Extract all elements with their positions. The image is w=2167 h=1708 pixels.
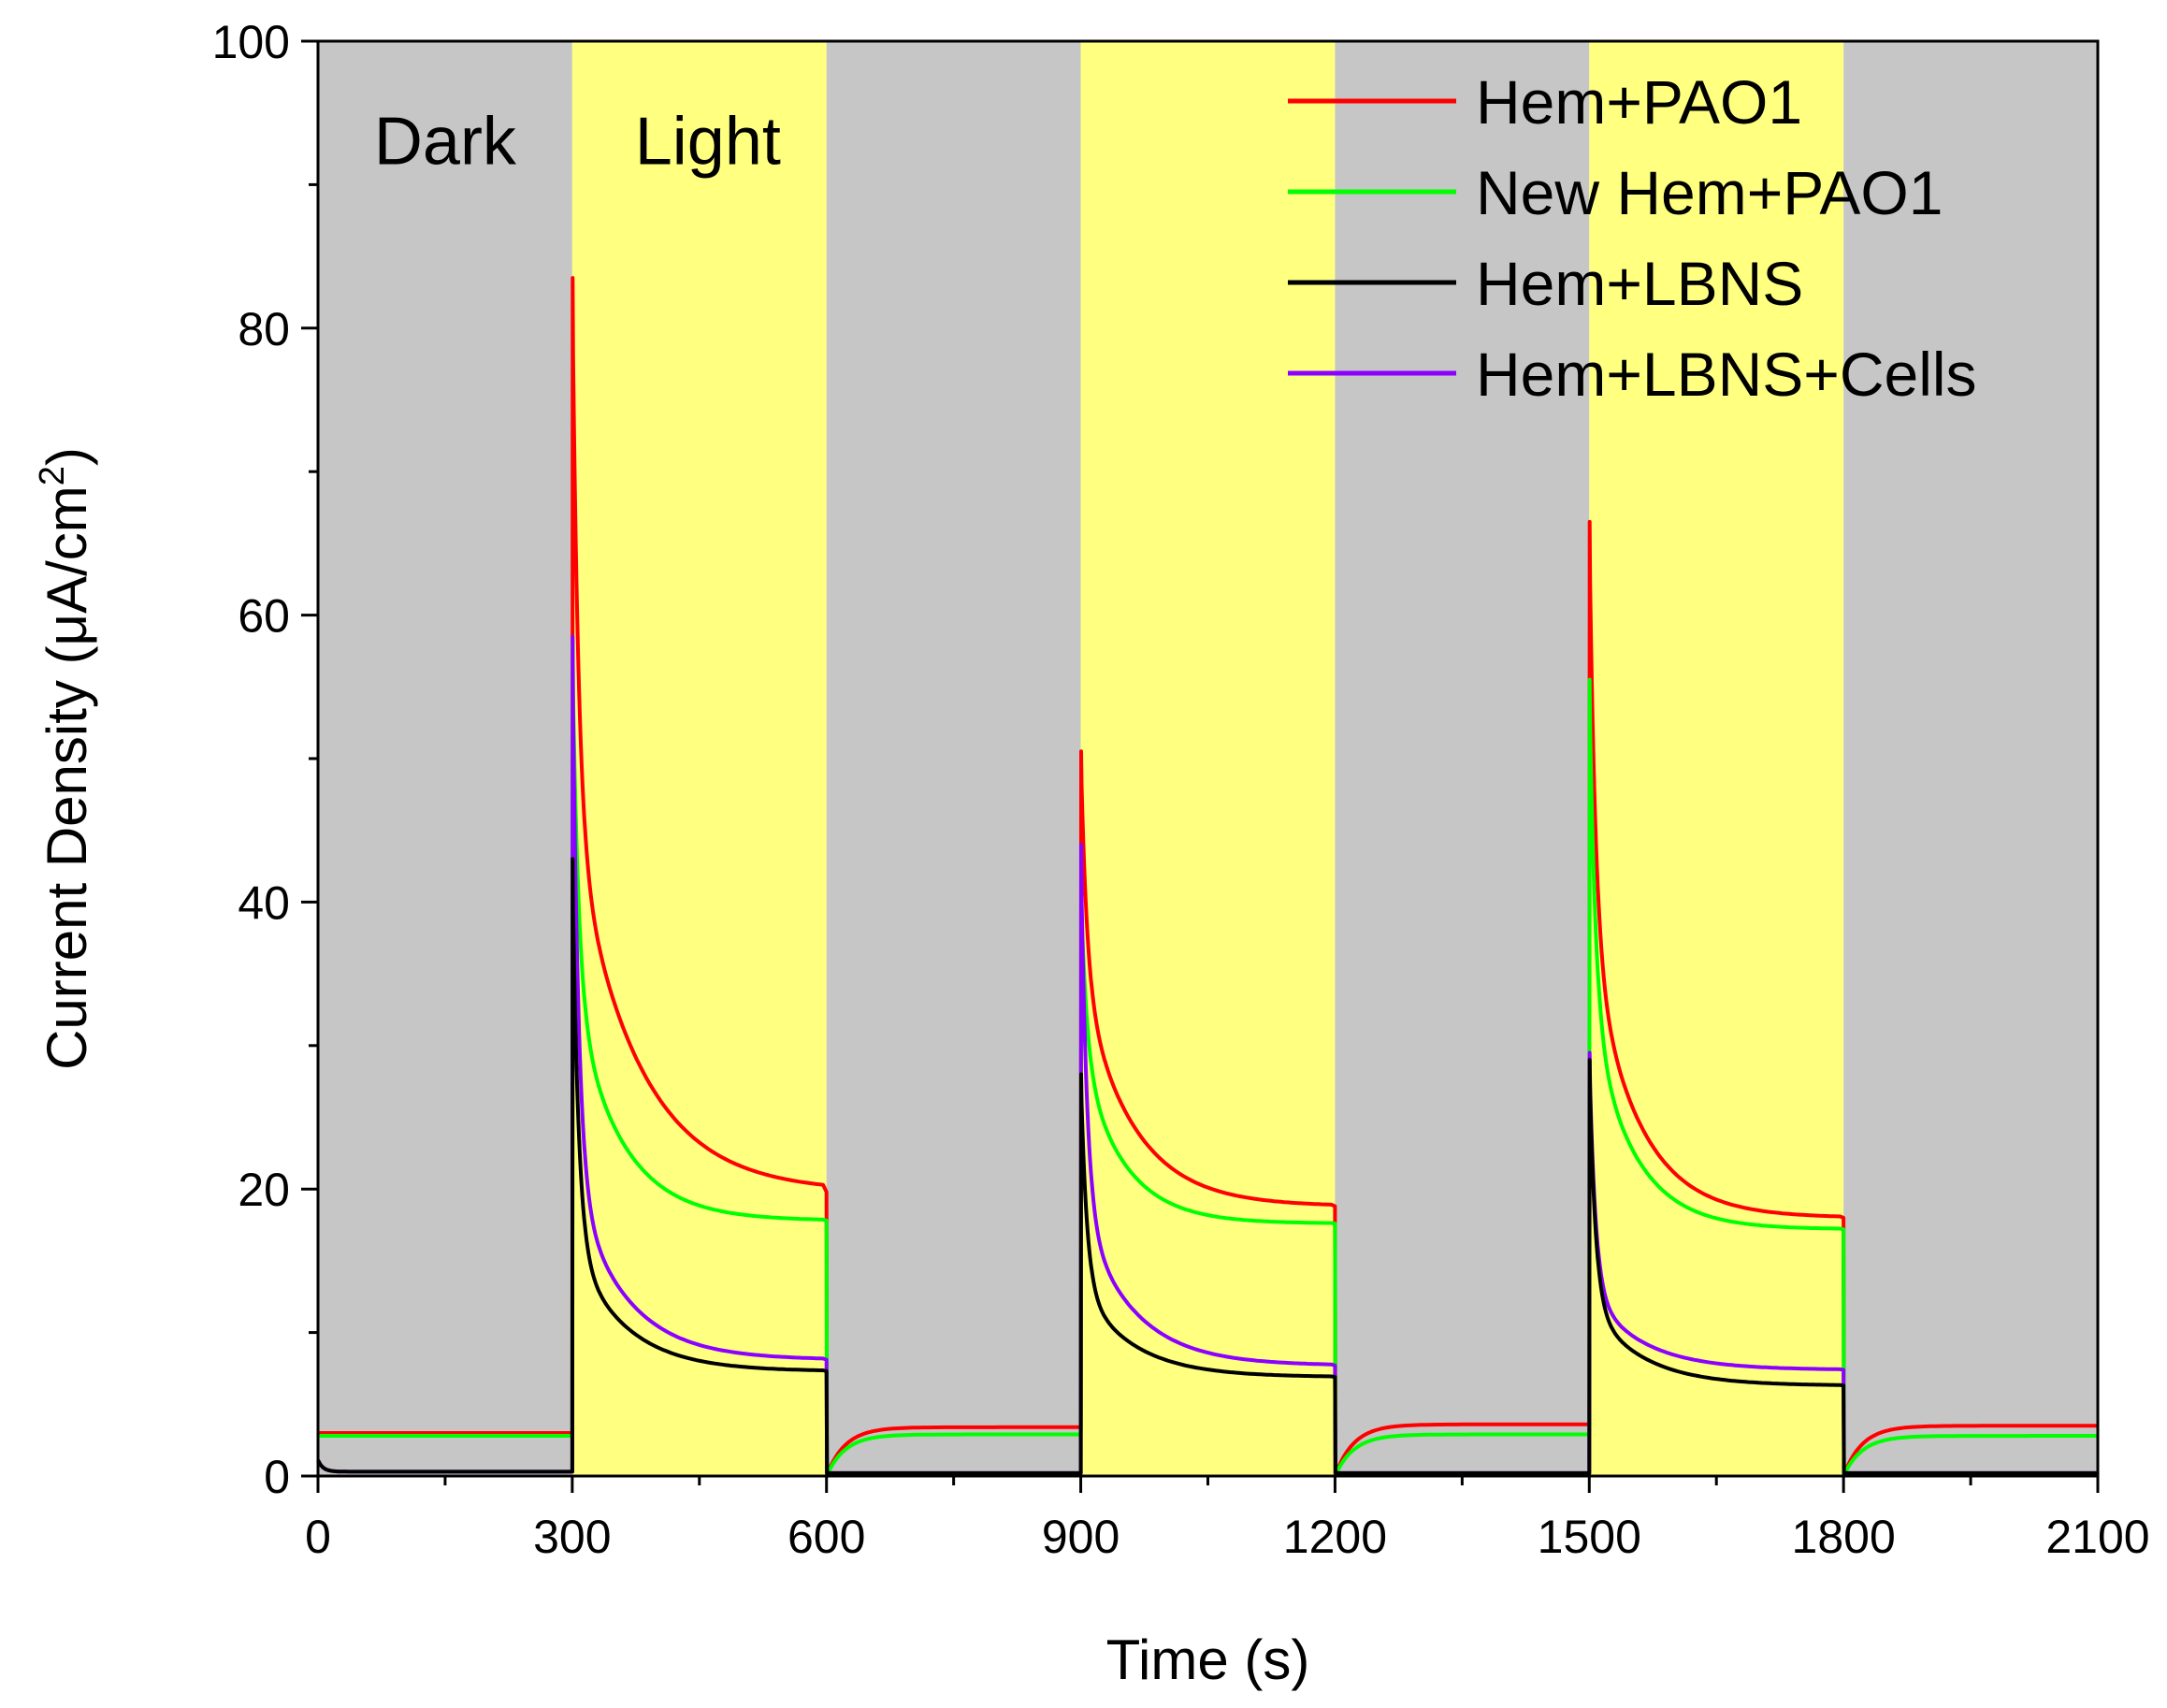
x-tick-label: 2100 (2045, 1511, 2149, 1563)
band-label-light: Light (635, 104, 781, 179)
x-tick-label: 1800 (1792, 1511, 1896, 1563)
dark-band-7 (1843, 41, 2098, 1476)
illumination-bands (318, 41, 2098, 1476)
y-tick-label: 100 (212, 16, 290, 68)
light-band-2 (571, 41, 827, 1476)
y-tick-label: 0 (264, 1451, 290, 1503)
legend-label: Hem+PAO1 (1476, 67, 1802, 137)
light-band-4 (1080, 41, 1336, 1476)
y-axis-title: Current Density (μA/cm2) (33, 447, 98, 1070)
series-line-hem-lbns (316, 857, 2098, 1475)
dark-band-3 (826, 41, 1081, 1476)
legend-label: New Hem+PAO1 (1476, 158, 1943, 227)
x-tick-label: 0 (305, 1511, 331, 1563)
x-tick-label: 300 (533, 1511, 611, 1563)
dark-band-1 (318, 41, 572, 1476)
data-series (316, 276, 2098, 1478)
series-line-hem-lbns-cells (316, 634, 2098, 1475)
x-tick-label: 900 (1042, 1511, 1120, 1563)
y-axis-title-main: Current Density (μA/cm (36, 485, 98, 1070)
band-label-dark: Dark (374, 104, 517, 179)
x-tick-label: 1500 (1538, 1511, 1641, 1563)
y-axis-title-close: ) (36, 447, 98, 466)
x-tick-label: 600 (787, 1511, 865, 1563)
x-tick-label: 1200 (1283, 1511, 1387, 1563)
band-labels: Dark Light (374, 104, 781, 179)
y-tick-label: 60 (238, 590, 290, 643)
legend-label: Hem+LBNS (1476, 249, 1803, 318)
y-axis-title-superscript: 2 (33, 466, 72, 485)
y-tick-label: 20 (238, 1164, 290, 1216)
legend: Hem+PAO1 New Hem+PAO1 Hem+LBNS Hem+LBNS+Cel… (1288, 67, 1977, 409)
legend-label: Hem+LBNS+Cells (1476, 340, 1977, 409)
light-band-6 (1589, 41, 1844, 1476)
y-tick-label: 40 (238, 876, 290, 929)
axis-ticks: 0 300 600 900 1200 1500 1800 2100 0 20 40 60 80 100 (212, 16, 2150, 1563)
series-line-hem-pao1 (318, 276, 2098, 1478)
y-tick-label: 80 (238, 303, 290, 355)
x-axis-title: Time (s) (1106, 1628, 1310, 1691)
